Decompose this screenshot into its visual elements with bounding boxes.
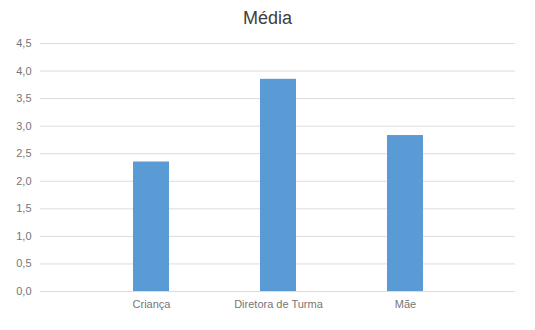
svg-text:4,5: 4,5 (16, 37, 31, 49)
svg-text:1,5: 1,5 (16, 202, 31, 214)
svg-text:3,0: 3,0 (16, 120, 31, 132)
html-text:Média: Média (243, 8, 292, 28)
svg-text:Diretora de Turma: Diretora de Turma (234, 298, 324, 310)
svg-text:Criança: Criança (133, 298, 172, 310)
svg-text:4,0: 4,0 (16, 65, 31, 77)
svg-text:0,0: 0,0 (16, 285, 31, 297)
svg-text:1,0: 1,0 (16, 230, 31, 242)
svg-text:0,5: 0,5 (16, 257, 31, 269)
svg-text:3,5: 3,5 (16, 92, 31, 104)
svg-text:2,5: 2,5 (16, 147, 31, 159)
svg-text:Mãe: Mãe (395, 298, 416, 310)
svg-text:2,0: 2,0 (16, 175, 31, 187)
